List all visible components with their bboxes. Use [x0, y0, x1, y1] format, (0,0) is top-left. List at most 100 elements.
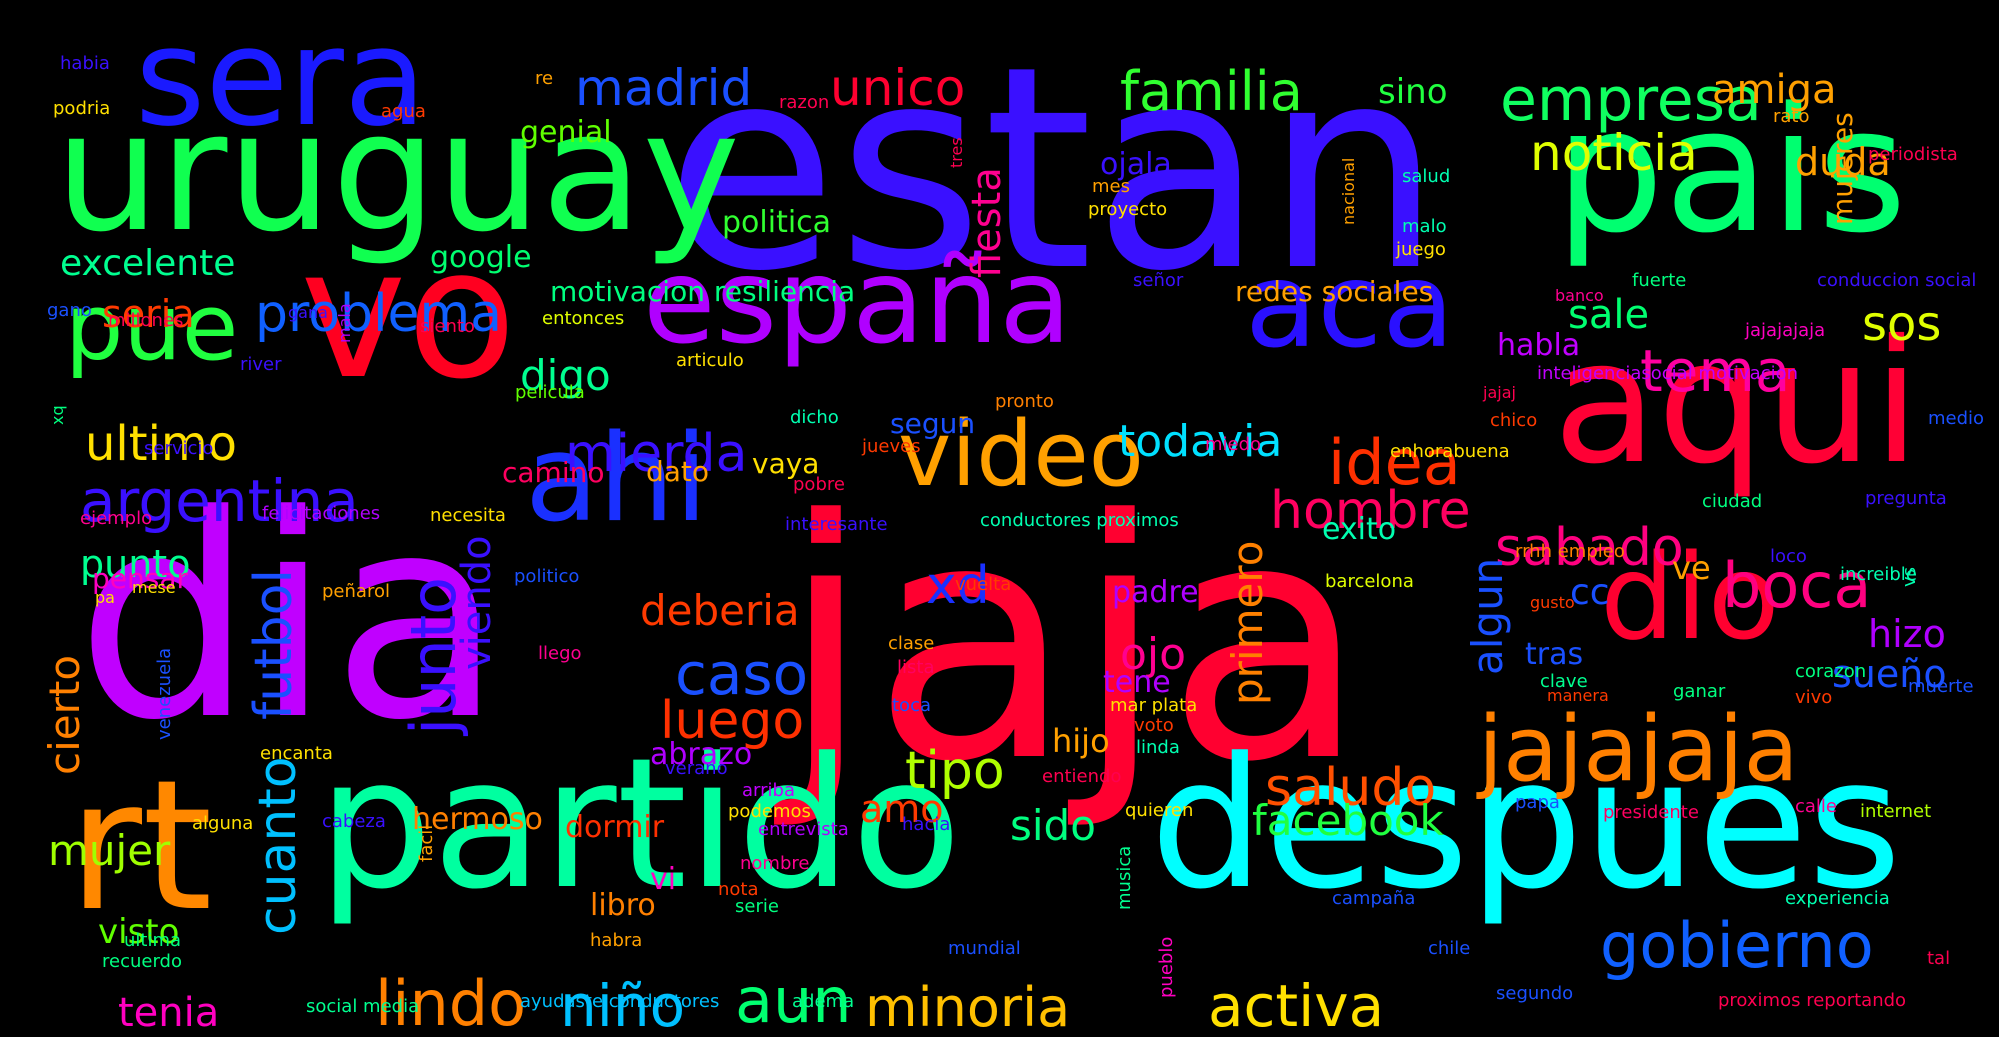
- word-ayudaste-conductores: ayudaste conductores: [520, 991, 720, 1012]
- word-hacia: hacia: [902, 814, 951, 835]
- word-jajajaja: jajajaja: [1478, 697, 1799, 802]
- word-ganar: ganar: [1673, 681, 1726, 702]
- word-rt: rt: [68, 742, 213, 951]
- word-muerte: muerte: [1908, 676, 1974, 697]
- word-podemos: podemos: [728, 801, 811, 822]
- word-segundo: segundo: [1496, 983, 1574, 1004]
- word-dato: dato: [646, 455, 710, 488]
- word-banco: banco: [1555, 286, 1604, 305]
- word-luego: luego: [660, 691, 805, 751]
- word-hijo: hijo: [1052, 722, 1110, 760]
- word-clase: clase: [888, 633, 935, 654]
- word-rato: rato: [1773, 106, 1810, 127]
- word-cierto: cierto: [39, 654, 89, 775]
- word-tipo: tipo: [905, 741, 1005, 801]
- word-jajaj: jajaj: [1483, 383, 1516, 402]
- word-entonces: entonces: [542, 308, 625, 329]
- word-mar-plata: mar plata: [1110, 695, 1198, 716]
- word-duda: duda: [1795, 140, 1891, 184]
- word-activa: activa: [1208, 972, 1385, 1037]
- word-increible: increible: [1840, 564, 1917, 585]
- word-conduccion-social: conduccion social: [1817, 270, 1977, 291]
- word-nacional: nacional: [1338, 157, 1358, 225]
- word-idea: idea: [1328, 426, 1461, 499]
- word-tenia: tenia: [118, 990, 220, 1036]
- word-calle: calle: [1795, 796, 1838, 817]
- word-ultima: ultima: [124, 930, 182, 951]
- word-padre: padre: [1112, 575, 1199, 610]
- word-river: river: [240, 354, 282, 375]
- word-habra: habra: [590, 930, 643, 951]
- word-conductores-proximos: conductores proximos: [980, 510, 1179, 531]
- word-ahi: ahi: [525, 410, 708, 549]
- word-proyecto: proyecto: [1088, 199, 1168, 220]
- word-sos: sos: [1862, 296, 1942, 352]
- word-sale: sale: [1568, 292, 1650, 338]
- word-vs: vs: [1899, 566, 1921, 587]
- word-loco: loco: [1770, 546, 1807, 567]
- word-politico: politico: [514, 566, 580, 587]
- word-vuelta: vuelta: [955, 574, 1012, 595]
- word-futbol: futbol: [243, 569, 304, 720]
- word-sueno: sueño: [1832, 652, 1947, 696]
- word-tres: tres: [946, 137, 966, 168]
- word-xd: xd: [926, 556, 990, 616]
- word-manera: manera: [1547, 686, 1609, 705]
- word-argentina: argentina: [80, 467, 359, 535]
- word-aqui: aqui: [1553, 304, 1921, 502]
- word-video: video: [898, 402, 1144, 507]
- word-boca: boca: [1722, 549, 1872, 622]
- word-enhorabuena: enhorabuena: [1390, 441, 1510, 462]
- word-mundial: mundial: [948, 938, 1021, 959]
- word-pensar: pensar: [92, 562, 189, 595]
- word-mese: mese: [132, 578, 176, 597]
- word-viendo: viendo: [454, 535, 500, 670]
- word-razon: razon: [779, 92, 830, 113]
- word-inteligenciasocial-motivacion: inteligenciasocial motivacion: [1537, 363, 1799, 384]
- word-salud: salud: [1402, 166, 1451, 187]
- word-gano: gano: [47, 300, 92, 321]
- word-miedo: miedo: [1205, 434, 1262, 455]
- word-jueves: jueves: [862, 436, 921, 457]
- word-pa: pa: [95, 588, 115, 607]
- word-unico: unico: [830, 59, 966, 117]
- word-nota: nota: [718, 879, 759, 900]
- word-familia: familia: [1120, 60, 1303, 123]
- word-sera: sera: [135, 0, 427, 156]
- word-facil: facil: [416, 824, 438, 862]
- word-ojala: ojala: [1100, 147, 1172, 182]
- word-podria: podria: [53, 98, 111, 119]
- word-agua: agua: [381, 101, 426, 122]
- word-aun: aun: [735, 964, 852, 1037]
- word-siento: siento: [420, 316, 475, 337]
- word-abrazo: abrazo: [650, 737, 753, 772]
- word-sabado: sabado: [1495, 518, 1684, 578]
- word-tema: tema: [1640, 337, 1791, 405]
- word-mala: mala: [334, 303, 354, 343]
- word-sino: sino: [1378, 72, 1448, 112]
- word-social-media: social media: [306, 996, 420, 1017]
- word-tal: tal: [1927, 948, 1951, 969]
- word-estan: estan: [665, 7, 1442, 333]
- word-quieren: quieren: [1125, 800, 1194, 821]
- word-internet: internet: [1860, 801, 1932, 822]
- word-lista: lista: [897, 657, 935, 678]
- word-hizo: hizo: [1868, 612, 1946, 656]
- word-recuerdo: recuerdo: [102, 951, 182, 972]
- word-verano: verano: [665, 758, 728, 779]
- word-ejemplo: ejemplo: [80, 508, 153, 529]
- word-corazon: corazon: [1795, 661, 1867, 682]
- word-medio: medio: [1928, 408, 1985, 429]
- word-madrid: madrid: [575, 59, 753, 117]
- word-linda: linda: [1136, 737, 1180, 758]
- word-arriba: arriba: [742, 780, 795, 801]
- word-mujer: mujer: [48, 826, 171, 875]
- word-fiesta: fiesta: [964, 167, 1010, 278]
- word-pobre: pobre: [793, 474, 845, 495]
- word-pregunta: pregunta: [1865, 488, 1947, 509]
- word-servicio: servicio: [144, 438, 214, 459]
- word-despues: despues: [1150, 720, 1902, 929]
- word-camino: camino: [502, 456, 605, 489]
- word-partido: partido: [318, 720, 962, 929]
- word-barcelona: barcelona: [1325, 571, 1414, 592]
